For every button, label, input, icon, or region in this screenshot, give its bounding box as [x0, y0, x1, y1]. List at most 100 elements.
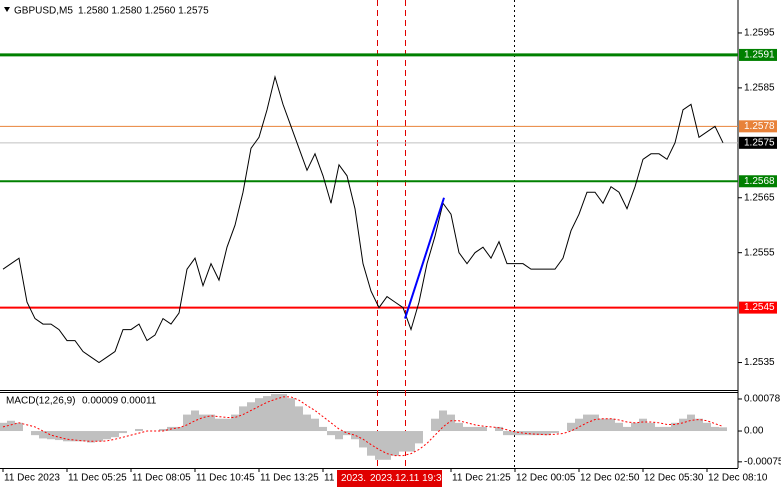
macd-bar: [519, 431, 527, 436]
y-tick-label: 1.2535: [744, 357, 775, 368]
x-tick-label: 11: [324, 473, 335, 484]
macd-bar: [695, 418, 703, 432]
macd-bar: [367, 431, 375, 456]
macd-bar: [255, 398, 263, 432]
macd-bar: [375, 431, 383, 460]
macd-bar: [247, 402, 255, 432]
level-label: 1.2568: [744, 176, 775, 187]
macd-bar: [527, 431, 535, 436]
x-tick-label: 11 Dec 13:25: [260, 473, 319, 484]
macd-bar: [687, 414, 695, 432]
macd-bar: [215, 418, 223, 432]
macd-bar: [47, 431, 55, 440]
macd-bar: [615, 422, 623, 432]
x-tick-label: 12 Dec 00:05: [516, 473, 576, 484]
macd-bar: [231, 414, 239, 432]
chart-title: GBPUSD,M5: [14, 6, 73, 17]
macd-bar: [399, 431, 407, 452]
macd-bar: [671, 422, 679, 432]
macd-bar: [431, 418, 439, 432]
macd-bar: [351, 431, 359, 440]
macd-bar: [495, 426, 503, 432]
macd-bar: [335, 431, 343, 440]
level-label-box: [739, 175, 777, 188]
macd-bar: [703, 422, 711, 432]
level-label: 1.2575: [744, 137, 775, 148]
macd-bar: [463, 426, 471, 432]
macd-bar: [439, 410, 447, 432]
macd-bar: [175, 426, 183, 432]
quote-readout: 1.2580 1.2580 1.2560 1.2575: [78, 6, 209, 17]
macd-bar: [391, 431, 399, 456]
macd-bar: [327, 431, 335, 436]
macd-bar: [271, 394, 279, 432]
macd-bar: [543, 431, 551, 436]
macd-bar: [55, 431, 63, 441]
y-tick-label: 1.2595: [744, 28, 775, 39]
macd-bar: [7, 420, 15, 432]
macd-bar: [303, 414, 311, 432]
macd-bar: [343, 431, 351, 436]
macd-bar: [591, 414, 599, 432]
macd-bar: [647, 422, 655, 432]
macd-bar: [383, 431, 391, 460]
macd-bar: [119, 431, 127, 434]
macd-bar: [535, 431, 543, 436]
macd-bar: [95, 431, 103, 442]
macd-bar: [623, 426, 631, 432]
y-tick-label: 1.2555: [744, 247, 775, 258]
macd-title: MACD(12,26,9): [6, 396, 75, 407]
macd-bar: [447, 414, 455, 432]
x-tick-label: 11 Dec 05:25: [68, 473, 127, 484]
level-label-box: [739, 48, 777, 61]
level-label-box: [739, 301, 777, 314]
signal-line: [2, 396, 724, 457]
macd-bar: [39, 431, 47, 439]
macd-bar: [599, 418, 607, 432]
macd-bar: [135, 428, 143, 432]
macd-bar: [631, 422, 639, 432]
y-tick-label: -0.00075: [744, 456, 781, 467]
macd-bar: [239, 406, 247, 432]
macd-bar: [711, 426, 719, 432]
macd-bar: [575, 418, 583, 432]
level-label: 1.2545: [744, 302, 775, 313]
macd-bar: [479, 426, 487, 432]
macd-bar: [655, 426, 663, 432]
y-tick-label: 1.2565: [744, 192, 775, 203]
trade-line: [404, 197, 445, 319]
x-tick-label: 12 Dec 02:50: [580, 473, 640, 484]
macd-bar: [199, 414, 207, 432]
macd-bar: [319, 426, 327, 432]
marker-label: 2023.12.11 19:30: [370, 473, 448, 484]
macd-bar: [471, 426, 479, 432]
macd-bar: [31, 431, 39, 436]
x-tick-label: 11 Dec 10:45: [196, 473, 255, 484]
x-tick-label: 11 Dec 21:25: [452, 473, 511, 484]
macd-bar: [551, 431, 559, 434]
macd-bar: [279, 394, 287, 432]
macd-bar: [183, 414, 191, 432]
macd-bar: [63, 431, 71, 442]
macd-bar: [191, 410, 199, 432]
y-tick-label: 1.2585: [744, 83, 775, 94]
price-line: [2, 74, 724, 364]
macd-bar: [407, 431, 415, 452]
level-label-box: [739, 136, 777, 149]
menu-arrow: [4, 7, 10, 12]
macd-bar: [415, 431, 423, 444]
macd-bar: [679, 418, 687, 432]
macd-bar: [111, 431, 119, 438]
macd-bar: [567, 422, 575, 432]
marker-label-box: [337, 470, 371, 487]
macd-bar: [87, 431, 95, 443]
x-tick-label: 12 Dec 05:30: [644, 473, 704, 484]
macd-bar: [455, 422, 463, 432]
macd-bar: [71, 431, 79, 442]
y-tick-label: 0.00: [744, 426, 764, 437]
y-tick-label: 0.00078: [744, 394, 781, 405]
macd-bar: [287, 398, 295, 432]
marker-label-box: [366, 470, 442, 487]
